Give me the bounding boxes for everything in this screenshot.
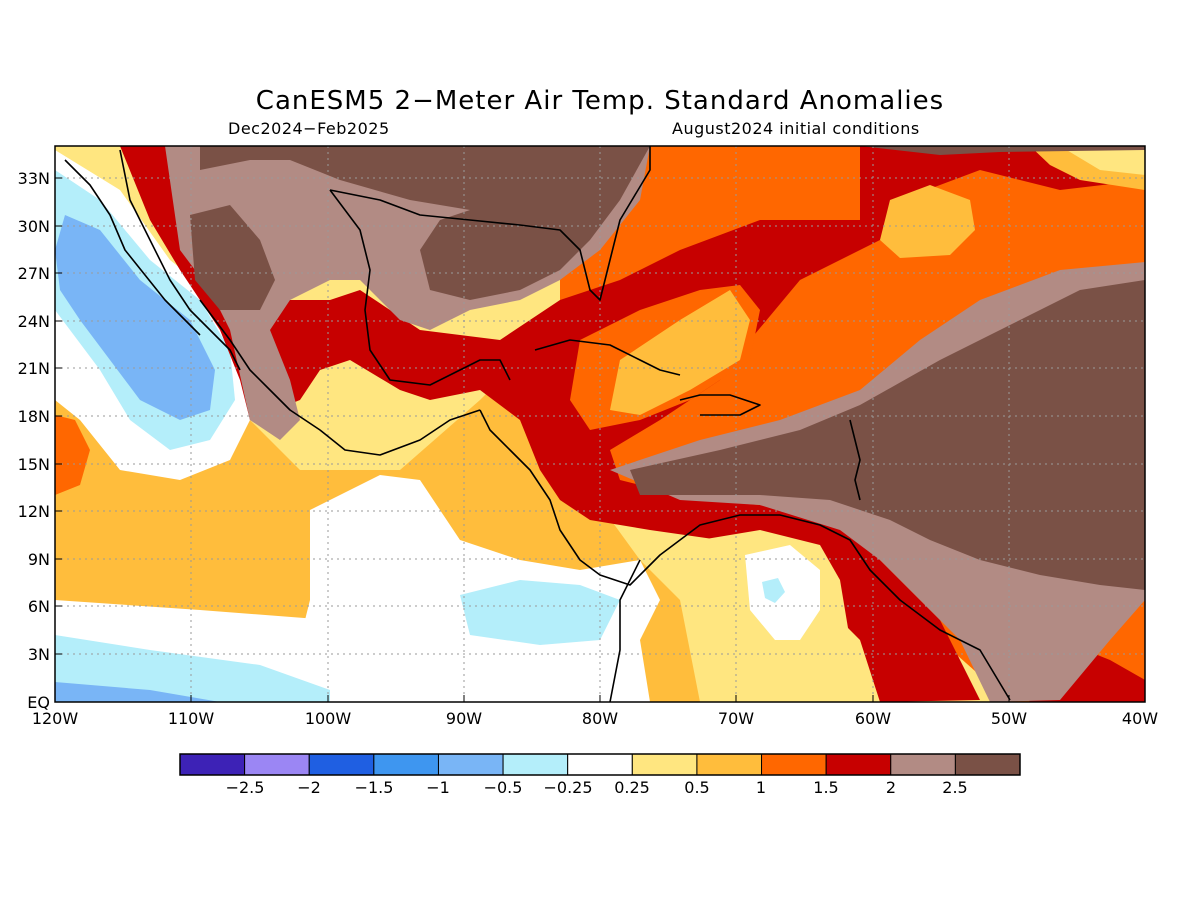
field-orange-westedge (55, 415, 90, 495)
map-title: CanESM5 2−Meter Air Temp. Standard Anoma… (255, 86, 945, 116)
legend-swatch (437, 753, 504, 776)
lat-label: 21N (18, 359, 50, 378)
lat-label: 33N (18, 169, 50, 188)
lat-label: 27N (18, 264, 50, 283)
field-lightorange-northeast (880, 185, 975, 258)
longitude-labels: 120W 110W 100W 90W 80W 70W 60W 50W 40W (32, 709, 1158, 728)
legend-label: −0.5 (484, 778, 523, 797)
lon-label: 110W (168, 709, 215, 728)
lat-label: 9N (28, 550, 50, 569)
lon-label: 120W (32, 709, 79, 728)
field-yellow-topright (1060, 146, 1145, 175)
grid (55, 146, 1145, 702)
legend-label: 2.5 (942, 778, 967, 797)
field-white-pacific (300, 475, 660, 702)
legend-swatch (502, 753, 569, 776)
coastline-hispaniola (679, 394, 761, 416)
legend-swatch (244, 753, 310, 776)
field-brown-mexico (190, 205, 275, 310)
map-subtitle-initial-conditions: August2024 initial conditions (672, 119, 920, 138)
coastline-cuba (534, 339, 681, 376)
lat-label: EQ (27, 693, 50, 712)
coastline-gulf (329, 189, 511, 386)
legend-swatch (631, 753, 698, 776)
coastline-mexico-pacific (199, 299, 481, 456)
latitude-labels: 33N 30N 27N 24N 21N 18N 15N 12N 9N 6N 3N… (18, 169, 50, 712)
legend-label: 2 (886, 778, 896, 797)
lat-label: 12N (18, 502, 50, 521)
legend-swatch (761, 753, 827, 776)
coastline-central-america (479, 409, 1011, 701)
lat-label: 30N (18, 217, 50, 236)
coastline-baja (119, 149, 241, 371)
coastline-south-america-pacific (609, 559, 641, 702)
legend-swatch (954, 753, 1021, 776)
legend-colorbar: −2.5 −2 −1.5 −1 −0.5 −0.25 0.25 0.5 1 1.… (179, 753, 1021, 797)
lon-label: 70W (718, 709, 754, 728)
lon-label: 40W (1122, 709, 1158, 728)
map-subtitle-period: Dec2024−Feb2025 (228, 119, 390, 138)
field-brown-atlantic (630, 280, 1145, 590)
lat-label: 15N (18, 455, 50, 474)
ticks (55, 177, 1010, 702)
lat-label: 18N (18, 407, 50, 426)
legend-label: 0.5 (684, 778, 709, 797)
legend-swatch (696, 753, 763, 776)
legend-labels: −2.5 −2 −1.5 −1 −0.5 −0.25 0.25 0.5 1 1.… (226, 778, 968, 797)
legend-swatch (179, 753, 246, 776)
legend-label: −1 (426, 778, 450, 797)
field-darkred-band (120, 146, 1145, 702)
legend-label: 1.5 (813, 778, 838, 797)
legend-swatch (567, 753, 633, 776)
field-lightblue-southamerica (762, 578, 785, 603)
field-lightblue-central (460, 580, 620, 645)
legend-label: 0.25 (614, 778, 650, 797)
field-lightblue-south (55, 635, 330, 702)
lat-label: 6N (28, 597, 50, 616)
legend-swatches (179, 753, 1021, 776)
lon-label: 60W (855, 709, 891, 728)
field-brown-topmid (860, 146, 1145, 155)
legend-swatch (890, 753, 956, 776)
legend-swatch (825, 753, 892, 776)
field-blue-west (55, 215, 215, 420)
lon-label: 50W (991, 709, 1027, 728)
coastlines (64, 146, 1011, 702)
legend-label: −1.5 (355, 778, 394, 797)
legend-label: −2 (297, 778, 321, 797)
legend-swatch (308, 753, 375, 776)
lon-label: 100W (305, 709, 352, 728)
legend-label: −2.5 (226, 778, 265, 797)
coastline-lesser-antilles (849, 419, 861, 501)
legend-label: 1 (756, 778, 766, 797)
legend-frame (179, 753, 1021, 776)
lon-label: 90W (446, 709, 482, 728)
lon-label: 80W (582, 709, 618, 728)
legend-label: −0.25 (543, 778, 592, 797)
field-brown-north (200, 146, 650, 300)
anomaly-fields (55, 146, 1145, 702)
lat-label: 3N (28, 645, 50, 664)
lat-label: 24N (18, 312, 50, 331)
legend-swatch (373, 753, 439, 776)
coastline-us-gulf (329, 146, 651, 301)
coastline-baja-west (64, 159, 201, 336)
field-blue-south (55, 682, 220, 702)
